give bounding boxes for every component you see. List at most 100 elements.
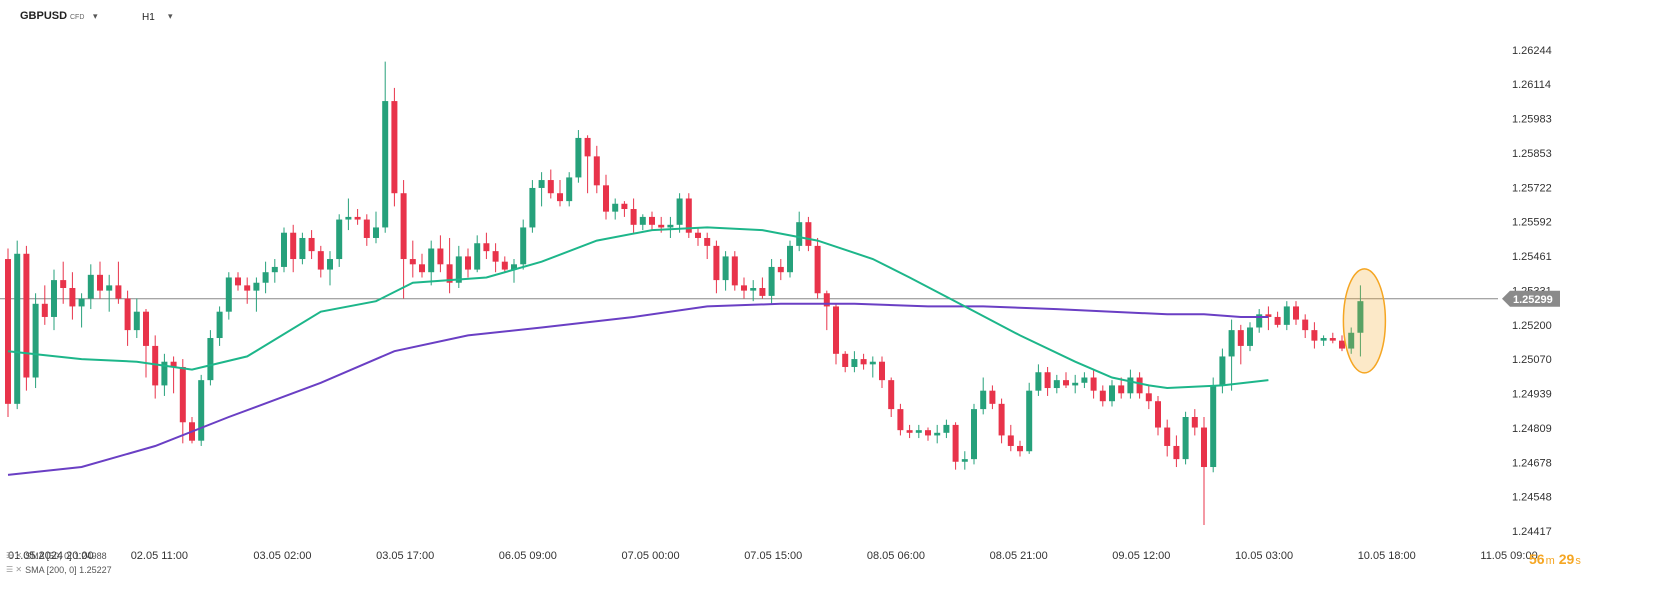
chevron-down-icon[interactable]: ▾ — [93, 11, 98, 21]
candle — [124, 290, 131, 346]
candle — [869, 356, 876, 378]
candle-body — [198, 380, 205, 441]
candle-body — [1311, 330, 1318, 341]
time-tick-label: 10.05 03:00 — [1235, 550, 1293, 562]
candle — [897, 403, 904, 436]
time-axis[interactable]: 01.05.2024 20:00 02.05 11:00 03.05 02:00 03… — [8, 550, 1538, 562]
candle-body — [980, 390, 987, 410]
candle — [1320, 335, 1327, 346]
candle — [455, 245, 462, 288]
time-tick-label: 03.05 17:00 — [376, 550, 434, 562]
candle — [161, 353, 168, 396]
candle-body — [842, 353, 849, 367]
candle-body — [1320, 338, 1327, 341]
candle — [731, 251, 738, 291]
candle-body — [961, 459, 968, 462]
candle — [1302, 314, 1309, 339]
candle-body — [115, 285, 122, 299]
candle-body — [1081, 377, 1088, 383]
candle — [557, 180, 563, 207]
candle-body — [1247, 327, 1253, 346]
time-tick-label: 11.05 09:00 — [1480, 550, 1537, 562]
candle — [1283, 301, 1290, 331]
candle — [446, 237, 453, 294]
candle — [1357, 285, 1364, 357]
symbol-selector[interactable]: GBPUSD — [20, 10, 68, 22]
candle-body — [814, 245, 821, 294]
candle-body — [1283, 306, 1290, 325]
candle-body — [768, 266, 775, 296]
candle — [1118, 377, 1125, 399]
candle — [998, 398, 1005, 444]
candle — [133, 298, 140, 339]
candle-body — [345, 216, 352, 220]
candle — [768, 259, 775, 304]
candle-body — [787, 245, 793, 273]
legend-sma200[interactable]: ☰ ✕ SMA [200, 0] 1.25227 — [6, 563, 112, 577]
candle — [216, 306, 223, 346]
time-tick-label: 08.05 21:00 — [990, 550, 1048, 562]
candle — [777, 259, 784, 281]
symbol-type-tag: CFD — [70, 14, 85, 21]
candle — [336, 214, 343, 267]
candle — [814, 237, 821, 299]
candle-body — [520, 227, 527, 265]
candle-body — [262, 272, 269, 283]
candle — [1210, 377, 1217, 473]
candle-body — [244, 285, 251, 291]
candle-body — [437, 248, 444, 265]
candle-body — [1063, 380, 1069, 386]
timeframe-selector[interactable]: H1 — [142, 12, 155, 23]
candle-body — [584, 137, 591, 157]
candle — [474, 235, 481, 273]
candle — [253, 277, 260, 312]
time-tick-label: 02.05 11:00 — [131, 550, 188, 562]
current-price-tag: 1.25299 — [1502, 290, 1560, 307]
candle — [419, 253, 425, 278]
candle — [1237, 324, 1244, 365]
candle-body — [382, 101, 389, 228]
candle-body — [409, 259, 416, 265]
candle — [87, 264, 94, 310]
price-tick-label: 1.24417 — [1512, 526, 1552, 538]
indicator-settings-icon[interactable]: ☰ ✕ — [6, 551, 23, 560]
candle-body — [1099, 390, 1106, 402]
legend-sma50[interactable]: ☰ ✕ SMA [50, 0] 1.24988 — [6, 549, 112, 563]
candle-body — [161, 361, 168, 386]
candle-body — [667, 224, 674, 228]
candle-body — [888, 380, 895, 410]
candle-body — [400, 193, 407, 260]
candle-body — [363, 219, 370, 238]
price-tick-label: 1.24548 — [1512, 492, 1552, 504]
candle-body — [1007, 435, 1014, 446]
candle-body — [235, 277, 241, 286]
candle-body — [1109, 385, 1115, 402]
candle — [538, 172, 545, 207]
candle — [69, 272, 76, 320]
candle-body — [225, 277, 232, 312]
chevron-down-icon[interactable]: ▾ — [168, 11, 173, 21]
candle — [179, 359, 186, 444]
candle — [787, 240, 793, 278]
candle-body — [308, 237, 315, 252]
candle-body — [455, 256, 462, 283]
candle-body — [649, 216, 655, 225]
candle — [1191, 409, 1198, 436]
candle — [676, 193, 683, 233]
legend-sma200-label: SMA [200, 0] 1.25227 — [25, 565, 112, 575]
candle-body — [1026, 390, 1033, 452]
price-tick-label: 1.26244 — [1512, 45, 1552, 57]
candle-body — [1219, 356, 1226, 386]
candle — [5, 248, 11, 418]
indicator-settings-icon[interactable]: ☰ ✕ — [6, 565, 23, 574]
candle-body — [1210, 385, 1217, 468]
candle — [906, 424, 913, 439]
candle — [722, 251, 729, 291]
candle-body — [1182, 417, 1189, 460]
candle-body — [474, 243, 481, 270]
candle — [382, 61, 389, 233]
candle-body — [952, 424, 959, 462]
candle-body — [1201, 427, 1207, 468]
candle-body — [777, 266, 784, 273]
